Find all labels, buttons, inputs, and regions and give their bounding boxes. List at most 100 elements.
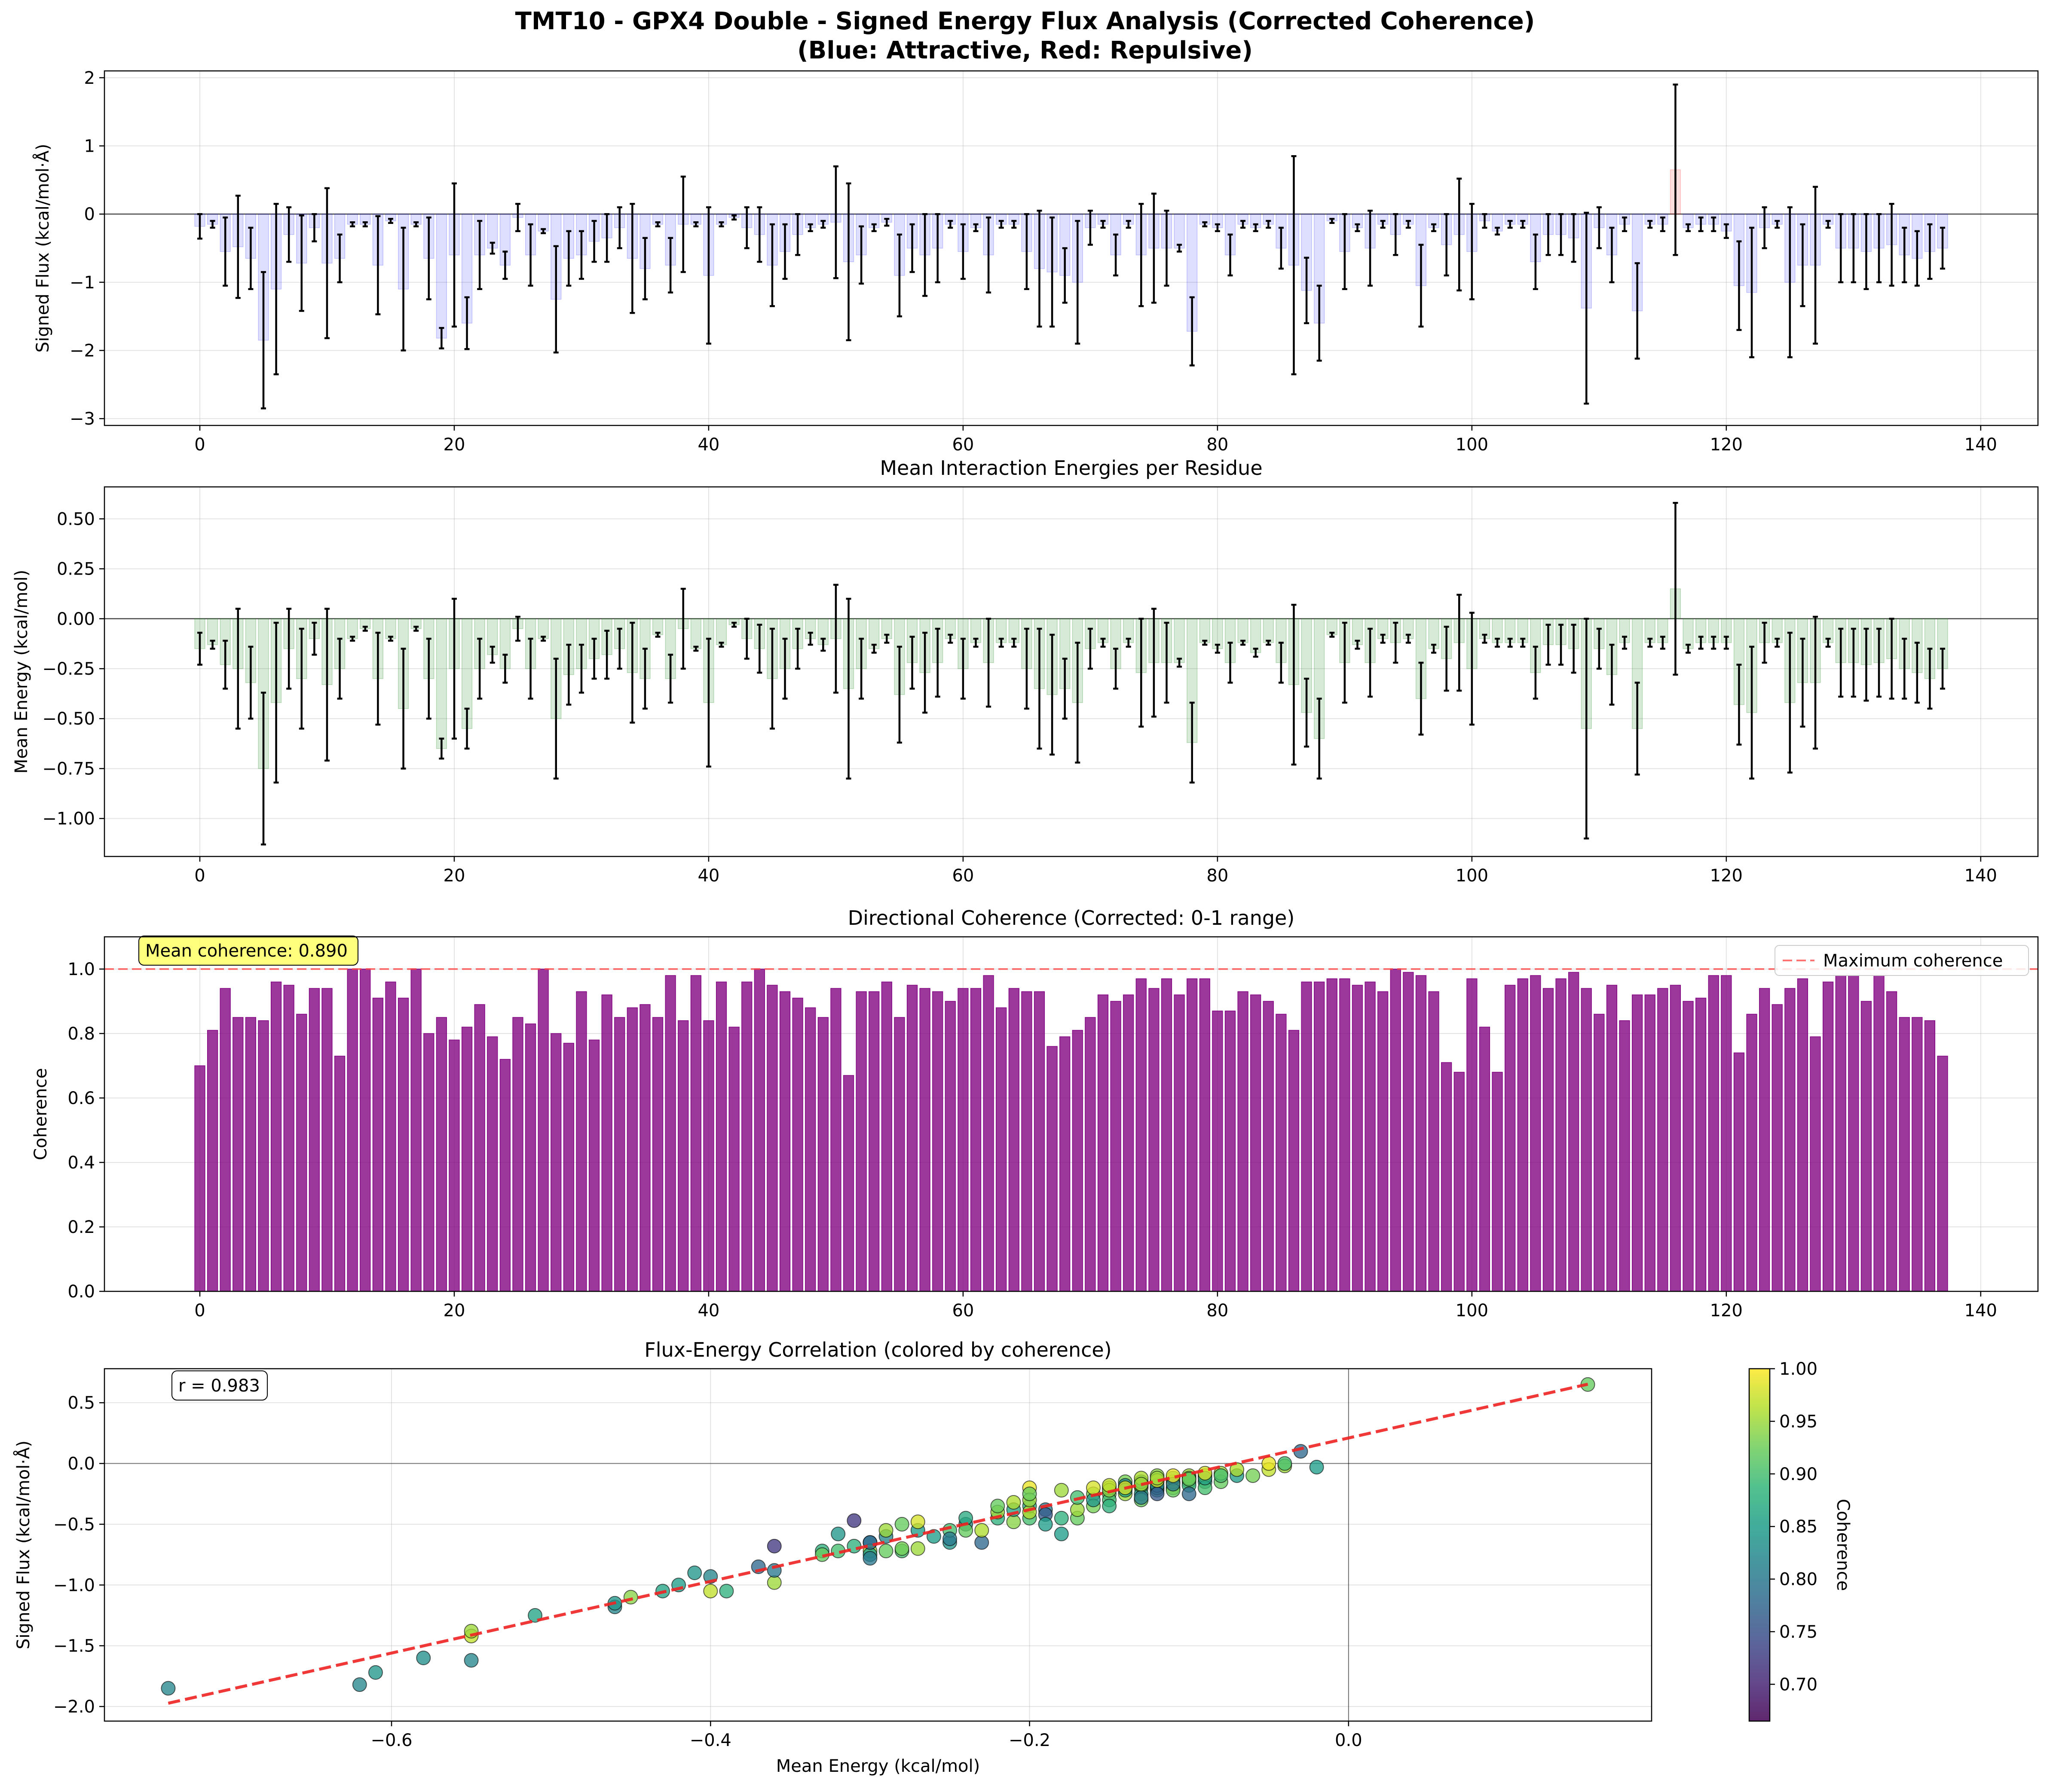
error-bar	[1368, 209, 1373, 287]
error-bar	[859, 638, 864, 700]
error-bar	[439, 737, 444, 760]
error-bar	[1686, 643, 1691, 654]
coherence-bar	[436, 1017, 447, 1292]
error-bar	[1177, 657, 1182, 668]
coherence-bar	[461, 1027, 473, 1292]
error-bar	[1571, 213, 1576, 263]
scatter-point	[990, 1498, 1005, 1514]
error-bar	[1647, 638, 1653, 648]
y-tick-label: 0.00	[57, 609, 95, 629]
colorbar-tick-label: 0.95	[1779, 1412, 1817, 1431]
coherence-bar	[869, 991, 880, 1292]
error-bar	[1278, 226, 1284, 270]
coherence-bar	[1365, 982, 1376, 1292]
error-bar	[1902, 226, 1907, 284]
error-bar	[1456, 177, 1462, 292]
error-bar	[846, 182, 851, 341]
error-bar	[528, 638, 533, 700]
error-bar	[1584, 211, 1589, 405]
scatter-point	[1261, 1456, 1276, 1471]
y-tick-label: −2.0	[53, 1697, 95, 1717]
error-bar	[1940, 648, 1946, 690]
coherence-bar	[1505, 985, 1516, 1292]
figure-title-line1: TMT10 - GPX4 Double - Signed Energy Flux…	[515, 7, 1535, 35]
error-bar	[1164, 209, 1169, 287]
coherence-bar	[1212, 1010, 1223, 1292]
error-bar	[490, 242, 495, 255]
x-tick-label: 60	[952, 1301, 974, 1321]
error-bar	[1253, 223, 1258, 232]
y-tick-label: −0.5	[53, 1515, 95, 1535]
error-bar	[871, 223, 877, 232]
error-bar	[1189, 296, 1195, 367]
error-bar	[350, 221, 355, 227]
error-bar	[235, 608, 241, 730]
error-bar	[1011, 638, 1017, 648]
error-bar	[998, 220, 1004, 229]
error-bar	[1520, 220, 1526, 229]
error-bar	[1355, 223, 1360, 232]
error-bar	[922, 213, 928, 297]
y-axis-label: Signed Flux (kcal/mol·Å)	[13, 1440, 34, 1649]
error-bar	[1889, 203, 1894, 287]
y-tick-label: 0.0	[67, 1282, 95, 1302]
coherence-bar	[538, 969, 549, 1292]
coherence-bar	[716, 982, 727, 1292]
coherence-bar	[1670, 985, 1681, 1292]
y-tick-label: 0.0	[67, 1454, 95, 1474]
coherence-bar	[1860, 1001, 1872, 1292]
error-bar	[1775, 220, 1780, 229]
y-tick-label: −0.75	[42, 759, 95, 779]
panel-title: Flux-Energy Correlation (colored by cohe…	[644, 1338, 1111, 1361]
bar	[1237, 618, 1248, 643]
error-bar	[973, 638, 979, 648]
coherence-bar	[525, 1023, 536, 1292]
error-bar	[948, 633, 953, 644]
x-tick-label: 80	[1206, 1301, 1228, 1321]
coherence-bar	[805, 1007, 816, 1292]
error-bar	[1647, 220, 1653, 229]
error-bar	[1418, 244, 1424, 328]
coherence-bar	[220, 988, 231, 1292]
error-bar	[1545, 213, 1551, 256]
error-bar	[1329, 632, 1335, 638]
coherence-bar	[1377, 991, 1389, 1292]
error-bar	[719, 642, 724, 648]
coherence-bar	[1148, 988, 1160, 1292]
error-bar	[1723, 636, 1729, 650]
scatter-point	[1086, 1480, 1101, 1495]
error-bar	[1037, 627, 1042, 750]
y-tick-label: 0.2	[67, 1217, 95, 1237]
scatter-point	[831, 1526, 846, 1541]
x-tick-label: 140	[1964, 866, 1997, 886]
coherence-bar	[779, 991, 791, 1292]
error-bar	[350, 636, 355, 642]
error-bar	[477, 220, 483, 290]
coherence-bar	[1097, 994, 1109, 1292]
coherence-bar	[1632, 994, 1643, 1292]
error-bar	[1151, 608, 1157, 718]
error-bar	[1227, 233, 1233, 277]
error-bar	[1100, 638, 1106, 648]
scatter-point	[719, 1584, 734, 1599]
bar	[1250, 618, 1261, 653]
error-bar	[1749, 226, 1755, 358]
x-tick-label: 40	[698, 1301, 719, 1321]
bar	[347, 618, 358, 639]
error-bar	[1634, 682, 1640, 776]
error-bar	[1062, 247, 1068, 304]
error-bar	[1329, 218, 1335, 224]
y-tick-label: −1.5	[53, 1636, 95, 1656]
coherence-bar	[1733, 1052, 1745, 1292]
bar	[1174, 618, 1185, 663]
x-tick-label: 60	[952, 866, 974, 886]
coherence-bar	[1187, 978, 1198, 1292]
coherence-bar	[283, 985, 294, 1292]
coherence-bar	[1835, 975, 1846, 1292]
coherence-bar	[678, 1020, 689, 1292]
error-bar	[324, 187, 330, 339]
error-bar	[896, 645, 902, 744]
error-bar	[1393, 621, 1398, 664]
axes-frame	[104, 70, 2039, 426]
error-bar	[401, 648, 406, 770]
